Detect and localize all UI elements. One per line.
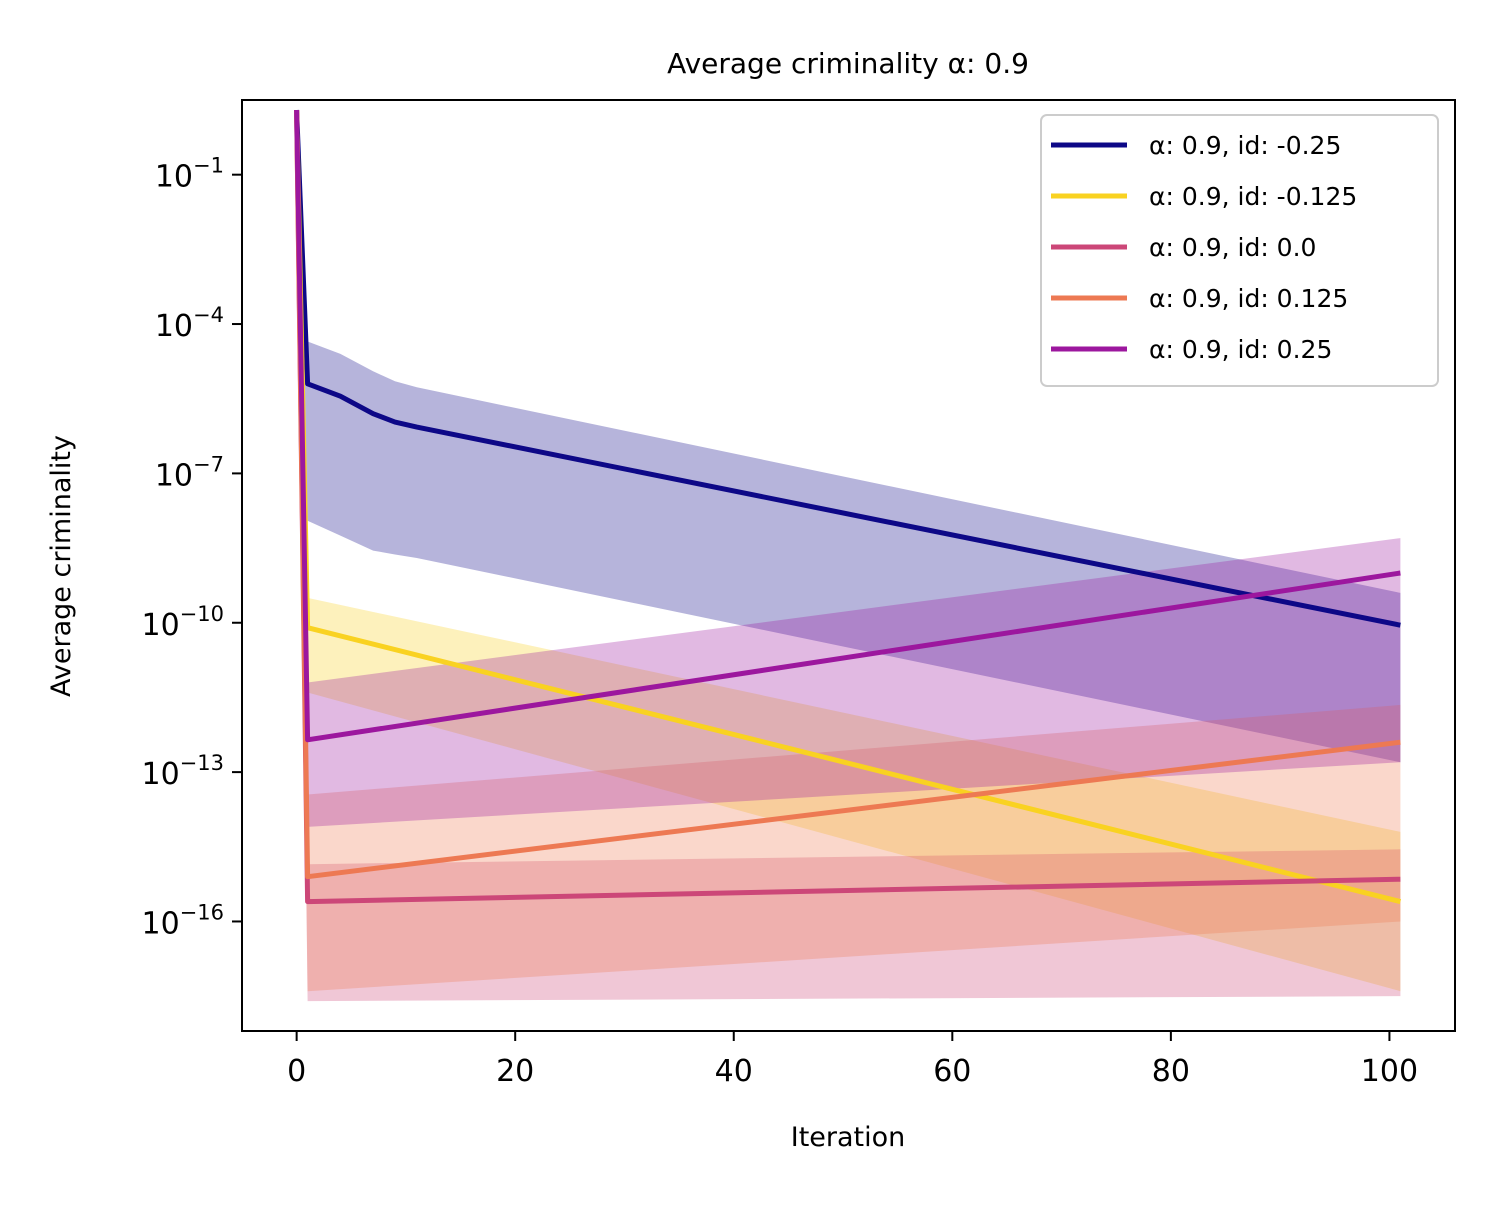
series-line-0 — [294, 109, 1401, 628]
series-band-2 — [296, 110, 1401, 1002]
y-tick-label-5: 10−16 — [141, 900, 224, 941]
legend-label-3: α: 0.9, id: 0.125 — [1149, 284, 1348, 313]
legend-label-1: α: 0.9, id: -0.125 — [1149, 182, 1357, 211]
x-tick-label-3: 60 — [933, 1054, 971, 1089]
legend-frame — [1040, 114, 1439, 387]
x-tick-label-4: 80 — [1152, 1054, 1190, 1089]
legend-label-0: α: 0.9, id: -0.25 — [1149, 131, 1341, 160]
x-tick-label-0: 0 — [287, 1054, 306, 1089]
x-tick-label-2: 40 — [715, 1054, 753, 1089]
series-band-0 — [296, 110, 1401, 763]
series-line-4 — [294, 109, 1401, 743]
y-tick-label-0: 10−1 — [155, 154, 224, 195]
x-axis: 0 20 40 60 80 100 — [287, 1031, 1418, 1089]
y-tick-label-1: 10−4 — [155, 303, 224, 344]
y-tick-label-2: 10−7 — [155, 452, 224, 493]
series-band-4 — [296, 110, 1401, 827]
x-tick-label-1: 20 — [496, 1054, 534, 1089]
chart-title: Average criminality α: 0.9 — [667, 47, 1029, 80]
series-band-1 — [296, 110, 1401, 992]
legend-label-4: α: 0.9, id: 0.25 — [1149, 335, 1332, 364]
plot-frame — [241, 99, 1456, 1032]
y-tick-label-4: 10−13 — [141, 751, 224, 792]
x-axis-label: Iteration — [791, 1122, 906, 1153]
legend: α: 0.9, id: -0.25 α: 0.9, id: -0.125 α: 0.… — [1040, 114, 1439, 387]
bands-layer — [296, 110, 1401, 1002]
lines-layer — [294, 109, 1402, 905]
y-tick-label-3: 10−10 — [141, 602, 224, 643]
series-band-3 — [296, 110, 1401, 992]
legend-label-2: α: 0.9, id: 0.0 — [1149, 233, 1316, 262]
y-axis-label: Average criminality — [46, 435, 77, 697]
x-tick-label-5: 100 — [1361, 1054, 1418, 1089]
y-axis: 10−1 10−4 10−7 10−10 10−13 10−16 — [141, 154, 242, 941]
